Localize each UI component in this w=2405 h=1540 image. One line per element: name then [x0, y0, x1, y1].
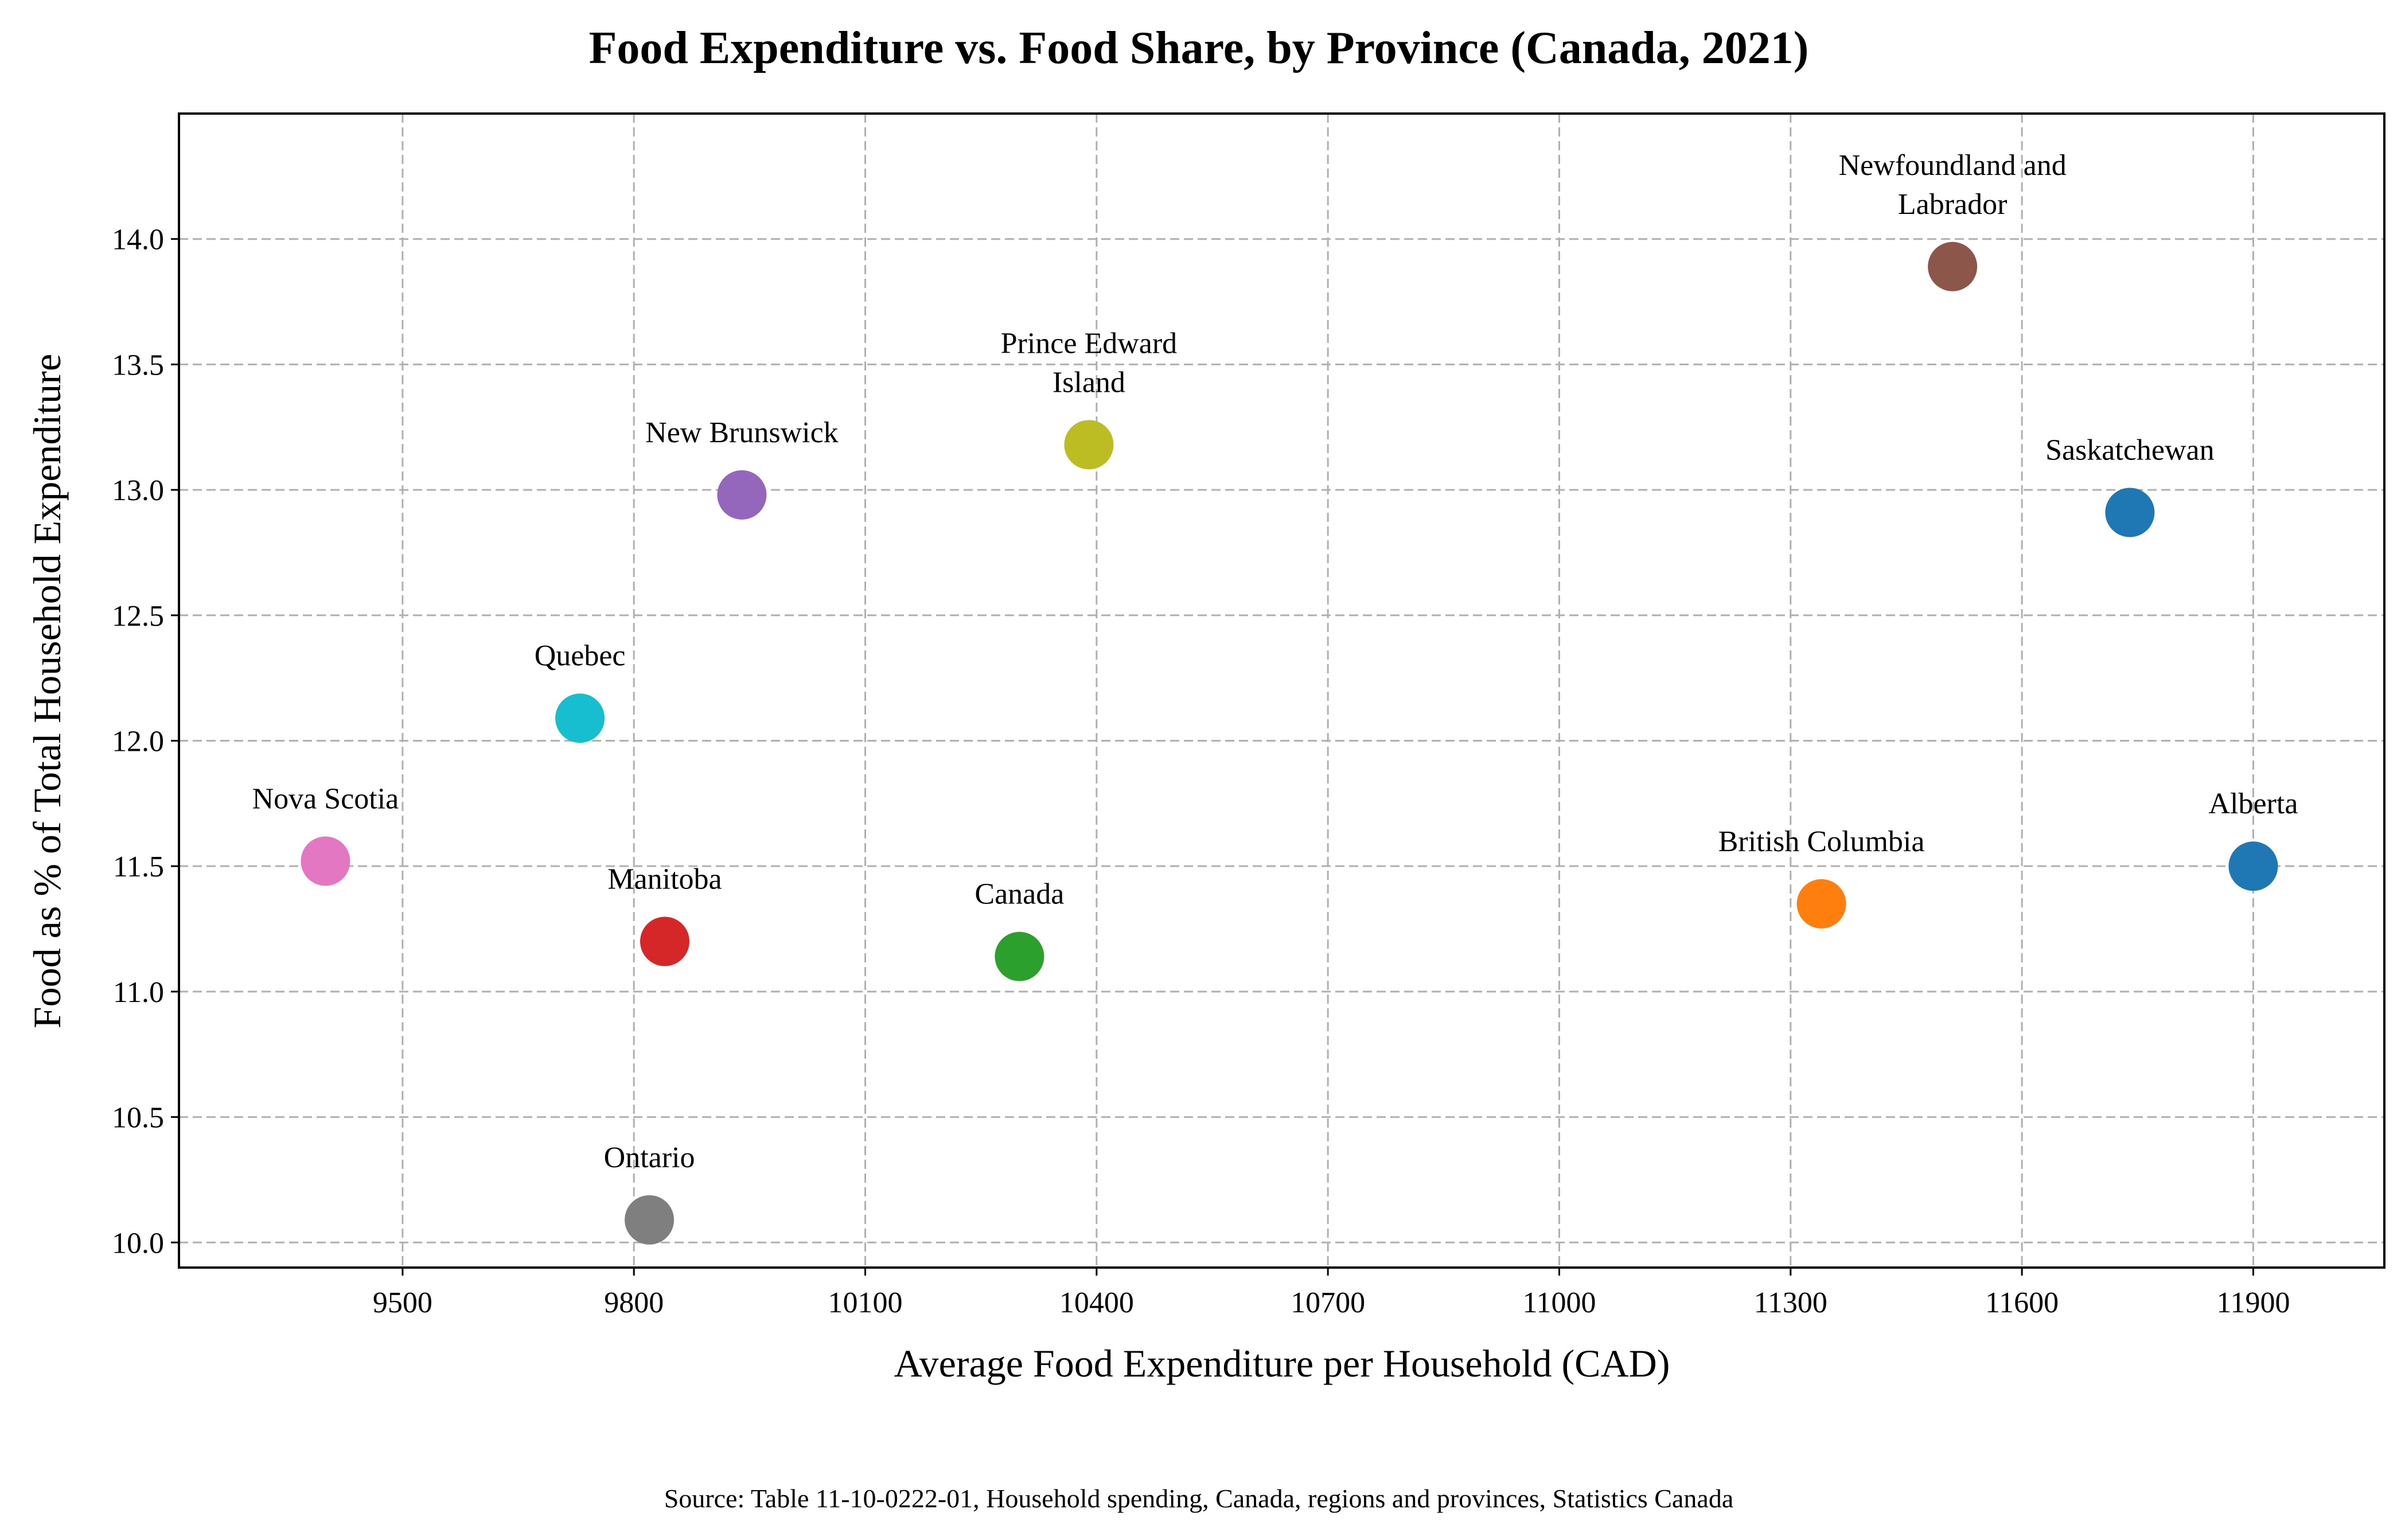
axis-ticks: 9500 9800 10100 10400 10700 11000 11300 11600 11…	[112, 224, 2290, 1319]
y-tick-label: 13.0	[112, 474, 164, 507]
point-label-line: New Brunswick	[645, 416, 839, 449]
point-label: Manitoba	[607, 863, 722, 895]
x-tick-label: 10400	[1059, 1286, 1134, 1319]
x-tick-label: 11600	[1985, 1286, 2059, 1319]
y-tick-label: 12.0	[112, 725, 164, 758]
point-label-line: Alberta	[2208, 787, 2298, 820]
y-tick-label: 12.5	[112, 600, 164, 633]
data-point	[1928, 241, 1978, 291]
chart-title: Food Expenditure vs. Food Share, by Prov…	[589, 23, 1809, 73]
y-tick-label: 11.0	[113, 976, 164, 1009]
y-tick-label: 14.0	[112, 224, 164, 256]
data-point	[717, 470, 767, 520]
point-label-line: Labrador	[1898, 188, 2008, 221]
data-point	[1796, 879, 1846, 929]
point-label-line: Manitoba	[607, 863, 722, 895]
y-axis-label: Food as % of Total Household Expenditure	[25, 354, 69, 1028]
point-label-line: Quebec	[535, 640, 626, 672]
grid	[179, 114, 2384, 1268]
x-tick-label: 9800	[604, 1286, 664, 1319]
x-tick-label: 11300	[1754, 1286, 1827, 1319]
y-tick-label: 10.0	[112, 1227, 164, 1260]
data-point	[1064, 420, 1114, 470]
x-tick-label: 10700	[1291, 1286, 1365, 1319]
x-tick-label: 9500	[373, 1286, 432, 1319]
point-label-line: Nova Scotia	[252, 782, 399, 815]
point-label: Saskatchewan	[2045, 434, 2215, 466]
point-label: Alberta	[2208, 787, 2298, 820]
point-label: British Columbia	[1718, 825, 1925, 858]
data-point	[2228, 841, 2278, 891]
point-label: Ontario	[604, 1141, 695, 1174]
y-tick-label: 10.5	[112, 1102, 164, 1134]
point-label-line: Ontario	[604, 1141, 695, 1174]
point-label: Quebec	[535, 640, 626, 672]
point-labels: Nova Scotia Quebec Ontario Manitoba New Brun…	[252, 149, 2298, 1174]
data-point	[640, 917, 689, 966]
source-note: Source: Table 11-10-0222-01, Household s…	[664, 1484, 1734, 1513]
y-tick-label: 13.5	[112, 349, 164, 381]
data-point	[555, 693, 605, 743]
plot-area-frame	[178, 112, 2385, 1269]
x-tick-label: 11000	[1522, 1286, 1596, 1319]
point-label: New Brunswick	[645, 416, 839, 449]
point-label-line: Newfoundland and	[1839, 149, 2067, 182]
point-label: Canada	[975, 878, 1064, 911]
point-label-line: Saskatchewan	[2045, 434, 2215, 466]
point-label-line: Prince Edward	[1001, 327, 1178, 360]
data-point	[625, 1195, 675, 1245]
x-tick-label: 11900	[2216, 1286, 2290, 1319]
data-points	[301, 241, 2278, 1245]
point-label-line: Canada	[975, 878, 1064, 911]
point-label: Newfoundland and Labrador	[1839, 149, 2067, 221]
point-label: Nova Scotia	[252, 782, 399, 815]
data-point	[995, 931, 1044, 981]
point-label-line: Island	[1053, 366, 1125, 399]
data-point	[2105, 488, 2155, 537]
x-tick-label: 10100	[828, 1286, 903, 1319]
point-label: Prince Edward Island	[1001, 327, 1178, 399]
y-tick-label: 11.5	[113, 851, 164, 883]
point-label-line: British Columbia	[1718, 825, 1925, 858]
x-axis-label: Average Food Expenditure per Household (…	[894, 1342, 1670, 1385]
data-point	[301, 836, 350, 886]
